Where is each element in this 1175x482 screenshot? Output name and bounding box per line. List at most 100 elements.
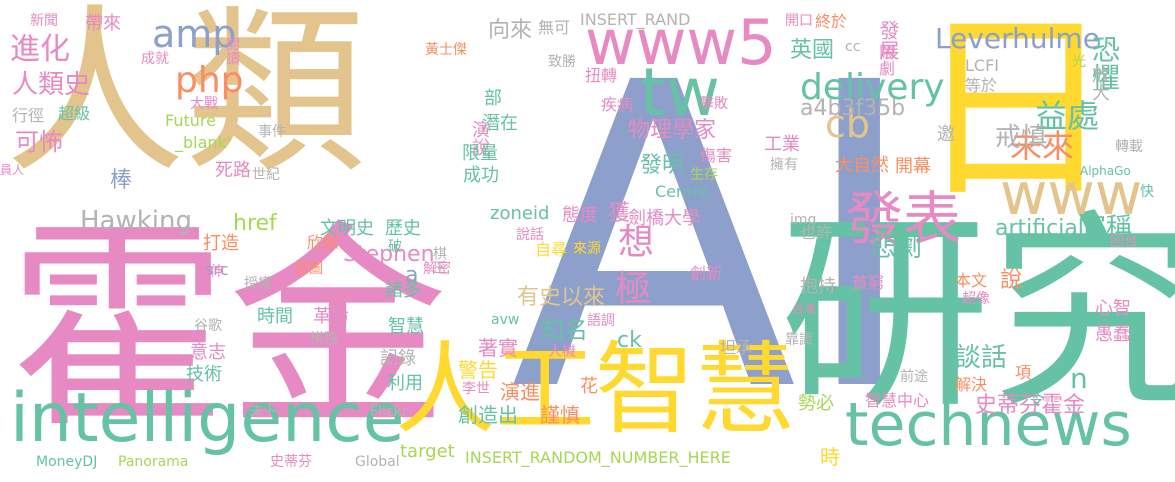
cloud-word: 解決 [955, 375, 988, 394]
cloud-word: 棋路 [310, 331, 338, 347]
cloud-word: AI [510, 0, 922, 482]
cloud-word: avw [491, 312, 520, 328]
cloud-word: 人工智慧 [395, 331, 795, 448]
cloud-word: _blank' [175, 133, 232, 152]
cloud-word: Flickr [370, 404, 408, 420]
cloud-word: 歷史 [385, 218, 421, 239]
cloud-word: 本文 [955, 271, 988, 290]
cloud-word: 諸多 [385, 280, 421, 301]
cloud-word: 無可 [538, 18, 571, 37]
cloud-word: 項 [1015, 363, 1032, 382]
cloud-word: 邀 [934, 124, 955, 142]
cloud-word: 時間 [257, 306, 293, 327]
cloud-word: 宣稱 [1080, 213, 1133, 243]
cloud-word: 鬧劇 [876, 44, 895, 76]
cloud-word: MoneyDJ [36, 454, 98, 470]
cloud-word: 進化 [10, 32, 70, 67]
cloud-word: 貧窮 [852, 273, 885, 292]
cloud-word: LCFI [965, 56, 1000, 75]
cloud-word: 發明 [640, 153, 685, 178]
cloud-word: Centre [655, 182, 709, 201]
cloud-word: 欣慰 [307, 233, 340, 252]
cloud-word: 談話 [955, 343, 1008, 373]
cloud-word: 員人 [0, 163, 25, 177]
cloud-word: 文明史 [320, 218, 374, 239]
cloud-word: 極 [615, 269, 652, 310]
cloud-word: 棋王 [431, 246, 447, 274]
cloud-word: 擊敗 [700, 96, 728, 112]
cloud-word: 潛在 [482, 113, 518, 134]
cloud-word: 終於 [815, 12, 848, 31]
cloud-word: 限量 [462, 143, 498, 164]
cloud-word: href [233, 211, 277, 236]
cloud-word: 革命 [313, 306, 349, 327]
cloud-word: 回台 [1110, 234, 1138, 250]
cloud-word: 部 [484, 88, 502, 109]
cloud-word: 成功 [463, 165, 499, 186]
cloud-word: 發展 [876, 20, 900, 60]
cloud-word: 大自然 [835, 155, 889, 176]
cloud-word: 來源 [573, 241, 601, 257]
cloud-word: 說話 [516, 227, 544, 243]
cloud-word: 李世 [462, 381, 490, 397]
cloud-word: 戒慎 [995, 123, 1048, 153]
cloud-word: 也許 [800, 223, 833, 242]
cloud-word: 自尋 [535, 240, 568, 259]
cloud-word: 扭轉 [585, 66, 618, 85]
cloud-word: 著實 [478, 336, 518, 360]
cloud-word: 可怖 [15, 128, 63, 156]
cloud-word: img [790, 212, 817, 228]
cloud-word: tw [640, 54, 720, 131]
cloud-word: 前途 [900, 369, 928, 385]
cloud-word: delivery [800, 67, 945, 108]
cloud-word: 益處 [1035, 97, 1100, 135]
cloud-word: Leverhulme [935, 22, 1100, 55]
cloud-word: 技術 [186, 364, 222, 385]
cloud-word: 想 [618, 222, 655, 263]
cloud-word: 未來 [1010, 127, 1075, 165]
cloud-word: 轉載 [1115, 139, 1143, 155]
cloud-word: 黃士傑 [425, 42, 467, 58]
cloud-word: 演進 [500, 380, 540, 404]
cloud-word: 靠識 [785, 332, 813, 348]
cloud-word: 棒 [110, 168, 133, 193]
cloud-word: 創新 [690, 264, 723, 283]
cloud-word: 擁有 [770, 157, 798, 173]
cloud-word: php [175, 60, 244, 101]
cloud-word: 日 [915, 0, 1116, 226]
cloud-word: Global [355, 454, 400, 470]
cloud-word: 霍金 [8, 202, 449, 458]
cloud-word: 世紀 [252, 167, 280, 183]
cloud-word: Stephen [343, 242, 435, 267]
cloud-word: 首圖 [295, 261, 323, 277]
cloud-word: 成就 [141, 51, 169, 67]
cloud-word: 智慧 [388, 316, 424, 337]
cloud-word: zoneid [490, 203, 550, 224]
cloud-word: Panorama [118, 454, 189, 470]
cloud-word: 時 [820, 445, 840, 469]
cloud-word: 快 [1140, 184, 1154, 200]
cloud-word: 坦承 [720, 338, 753, 357]
cloud-word: 利用 [387, 373, 423, 394]
cloud-word: 史蒂芬 [270, 454, 312, 470]
cloud-word: www5 [585, 6, 777, 79]
cloud-word: 悲劇 [870, 233, 923, 263]
cloud-word: 傷害 [700, 146, 733, 165]
cloud-word: 破 [388, 239, 402, 255]
cloud-word: a [405, 263, 419, 288]
cloud-word: 超像 [962, 291, 990, 307]
cloud-word: cc [845, 39, 861, 55]
cloud-word: 記錄 [380, 348, 416, 369]
cloud-word: INSERT_RAND [580, 10, 691, 29]
cloud-word: 警告 [458, 358, 498, 382]
cloud-word: 大戰 [190, 96, 218, 112]
cloud-word: 發表 [845, 185, 962, 253]
cloud-word: 生存 [690, 167, 718, 183]
cloud-word: 英國 [790, 38, 835, 63]
cloud-word: target [400, 441, 455, 462]
cloud-word: INSERT_RANDOM_NUMBER_HERE [465, 448, 731, 467]
cloud-word: 行徑 [12, 106, 45, 125]
cloud-word: 開幕 [895, 156, 931, 177]
cloud-word: 解密 [423, 261, 451, 277]
